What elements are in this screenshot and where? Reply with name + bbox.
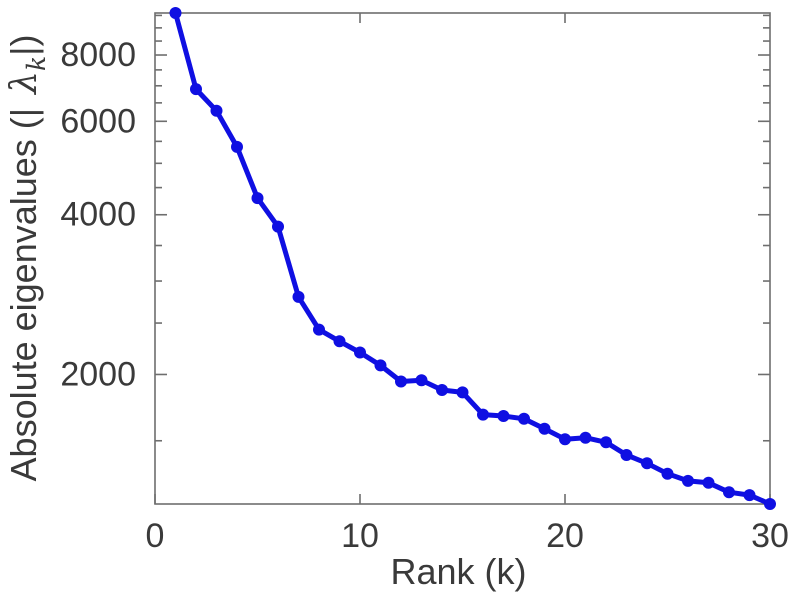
data-point-marker xyxy=(723,486,735,499)
data-point-marker xyxy=(251,192,264,205)
data-point-marker xyxy=(292,290,305,303)
data-point-marker xyxy=(579,431,592,444)
data-point-marker xyxy=(313,323,325,336)
data-point-marker xyxy=(661,467,674,480)
series-line-absolute-eigenvalues xyxy=(173,10,773,507)
x-tick-label: 10 xyxy=(341,517,379,555)
x-tick-label: 20 xyxy=(546,517,584,555)
data-point-marker xyxy=(743,489,756,502)
x-axis-label: Rank (k) xyxy=(390,551,526,592)
x-tick-label: 30 xyxy=(751,517,789,555)
data-point-marker xyxy=(374,359,387,372)
data-point-marker xyxy=(497,410,510,422)
y-axis-label: Absolute eigenvalues (|λk|) xyxy=(3,35,51,482)
y-tick-label: 2000 xyxy=(60,355,136,393)
data-point-marker xyxy=(456,386,469,399)
data-point-marker xyxy=(436,384,448,396)
data-point-marker xyxy=(169,7,182,19)
data-point-marker xyxy=(333,335,346,348)
data-point-marker xyxy=(600,436,612,449)
data-point-marker xyxy=(641,457,653,470)
y-tick-label: 8000 xyxy=(60,36,136,74)
plot-box xyxy=(154,12,771,505)
data-point-marker xyxy=(702,476,715,489)
data-point-marker xyxy=(538,422,551,435)
data-point-marker xyxy=(559,433,571,446)
data-point-marker xyxy=(354,346,366,359)
y-tick-label: 4000 xyxy=(60,196,136,234)
y-tick-label: 6000 xyxy=(60,102,136,140)
data-point-marker xyxy=(682,474,694,487)
data-series xyxy=(169,7,776,510)
axes-layer xyxy=(154,12,771,505)
data-point-marker xyxy=(415,374,428,387)
data-point-marker xyxy=(395,375,407,388)
data-point-marker xyxy=(477,408,489,421)
data-point-marker xyxy=(518,412,530,425)
label-layer: 2000 4000 6000 8000 0 10 20 30 Rank (k) Absolute … xyxy=(3,35,789,592)
data-point-marker xyxy=(620,449,633,461)
data-point-marker xyxy=(231,140,243,153)
data-point-marker xyxy=(272,220,284,233)
data-point-marker xyxy=(190,83,202,96)
data-point-marker xyxy=(764,498,776,510)
x-tick-label: 0 xyxy=(146,517,165,555)
data-point-marker xyxy=(210,104,223,117)
